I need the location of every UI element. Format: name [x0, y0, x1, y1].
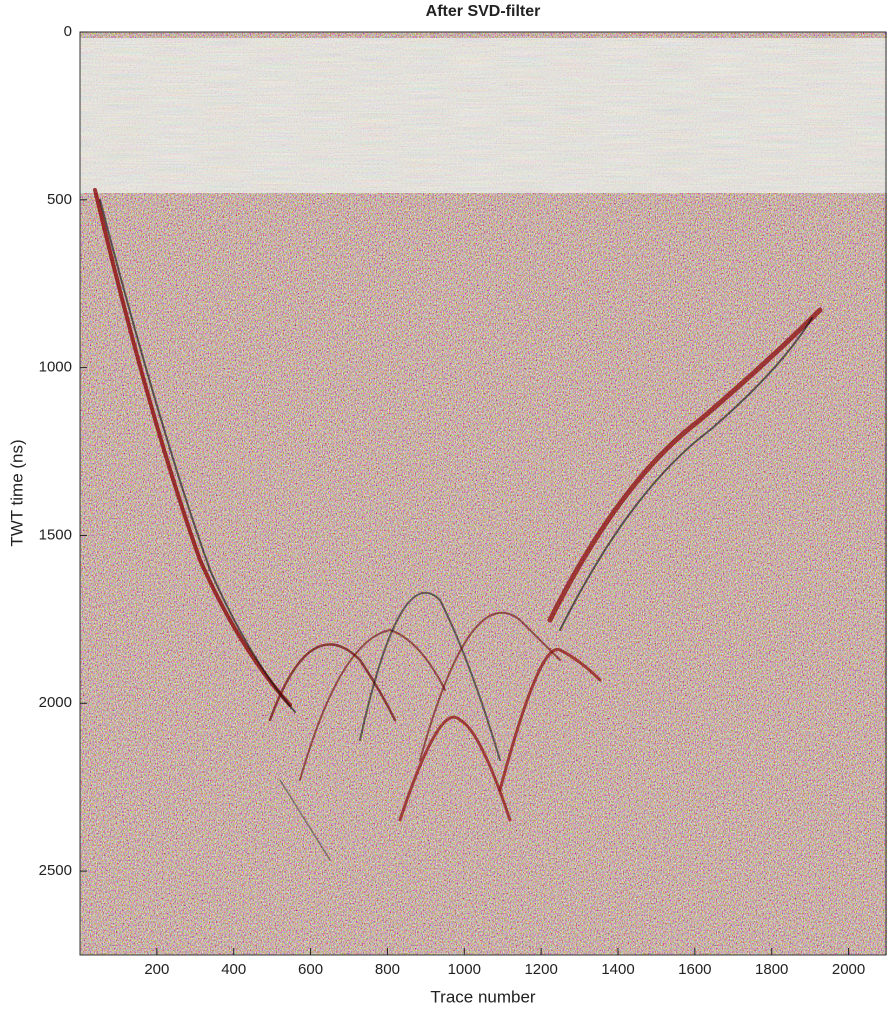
y-tick-label: 2000	[39, 694, 72, 711]
y-tick-label: 500	[47, 191, 72, 208]
x-tick-label: 200	[144, 961, 169, 978]
chart-title: After SVD-filter	[426, 3, 541, 20]
x-tick-label: 2000	[832, 961, 865, 978]
x-tick-label: 1600	[678, 961, 711, 978]
y-tick-label: 1500	[39, 526, 72, 543]
x-tick-label: 800	[375, 961, 400, 978]
x-tick-label: 600	[298, 961, 323, 978]
x-tick-label: 1200	[524, 961, 557, 978]
top-band	[80, 38, 887, 193]
x-axis-label: Trace number	[430, 987, 536, 1006]
y-axis-label: TWT time (ns)	[7, 439, 26, 546]
chart: After SVD-filter Trace number TWT time (…	[0, 0, 887, 1011]
y-tick-label: 1000	[39, 359, 72, 376]
x-tick-label: 1000	[448, 961, 481, 978]
x-tick-label: 1400	[601, 961, 634, 978]
x-tick-label: 400	[221, 961, 246, 978]
x-tick-label: 1800	[755, 961, 788, 978]
y-tick-label: 2500	[39, 862, 72, 879]
radargram	[80, 32, 887, 955]
y-tick-label: 0	[64, 23, 72, 40]
